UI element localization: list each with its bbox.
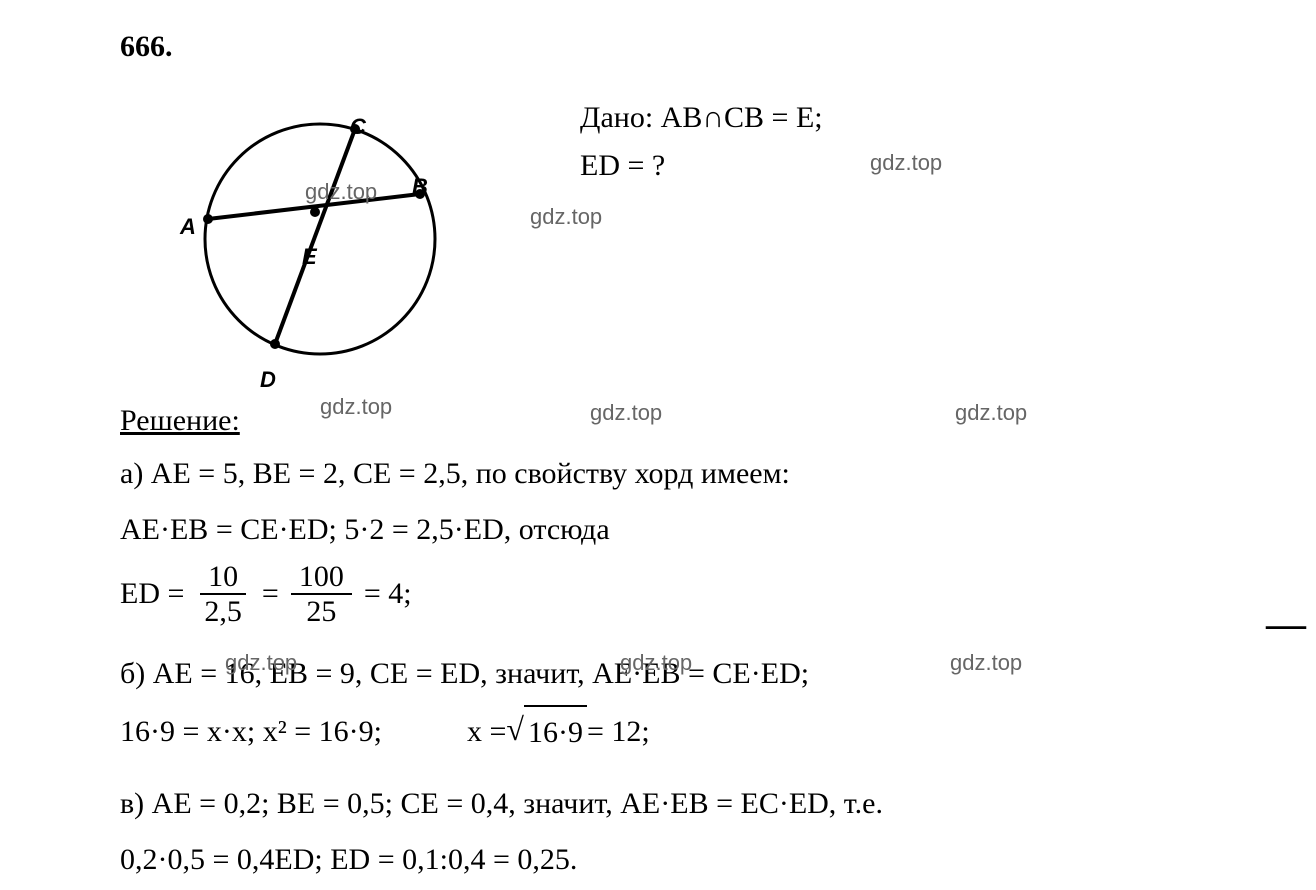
frac2-num: 100 (291, 560, 352, 595)
sqrt-symbol: √ (506, 702, 524, 756)
sqrt-content: 16·9 (524, 705, 587, 758)
part-c-line2: 0,2·0,5 = 0,4ED; ED = 0,1:0,4 = 0,25. (120, 834, 1266, 885)
dash-mark: — (1266, 600, 1306, 647)
diagram-container: A B C D E gdz.topgdz.topgdz.top (120, 84, 500, 384)
sqrt: √ 16·9 (506, 704, 587, 758)
frac1-den: 2,5 (196, 595, 250, 628)
part-b-line2: 16·9 = x·x; x² = 16·9; x = √ 16·9 = 12; (120, 704, 1266, 758)
label-a: A (180, 214, 196, 240)
part-b-line1: б) AE = 16, EB = 9, CE = ED, значит, AE·… (120, 648, 1266, 699)
circle-diagram (120, 84, 500, 384)
part-a-line2: AE·EB = CE·ED; 5·2 = 2,5·ED, отсюда (120, 504, 1266, 555)
label-c: C (350, 114, 366, 140)
point-d (270, 339, 280, 349)
x-eq: x = (467, 706, 506, 757)
label-d: D (260, 367, 276, 393)
part-b-result: = 12; (587, 706, 650, 757)
fraction-1: 10 2,5 (196, 560, 250, 628)
solution-title: Решение: (120, 404, 1266, 438)
given-line-2: ED = ? (580, 142, 823, 190)
ed-prefix: ED = (120, 577, 184, 611)
frac1-num: 10 (200, 560, 246, 595)
point-a (203, 214, 213, 224)
label-e: E (302, 244, 317, 270)
top-section: A B C D E gdz.topgdz.topgdz.top Дано: AB… (120, 84, 1266, 384)
frac-suffix: = 4; (364, 577, 412, 611)
fraction-2: 100 25 (291, 560, 352, 628)
problem-number: 666. (120, 30, 1266, 64)
frac2-den: 25 (298, 595, 344, 628)
circle (205, 124, 435, 354)
watermark: gdz.top (530, 204, 602, 230)
point-e (310, 207, 320, 217)
part-b-left: 16·9 = x·x; x² = 16·9; (120, 706, 382, 757)
part-a-line3: ED = 10 2,5 = 100 25 = 4; (120, 560, 1266, 628)
given-section: Дано: AB∩CB = E; ED = ? (580, 84, 823, 190)
chord-cd (275, 129, 355, 344)
given-line-1: Дано: AB∩CB = E; (580, 94, 823, 142)
part-a-line1: а) AE = 5, BE = 2, CE = 2,5, по свойству… (120, 448, 1266, 499)
part-c-line1: в) AE = 0,2; BE = 0,5; CE = 0,4, значит,… (120, 778, 1266, 829)
part-b-right-group: x = √ 16·9 = 12; (467, 704, 650, 758)
label-b: B (412, 174, 428, 200)
eq1: = (262, 577, 279, 611)
